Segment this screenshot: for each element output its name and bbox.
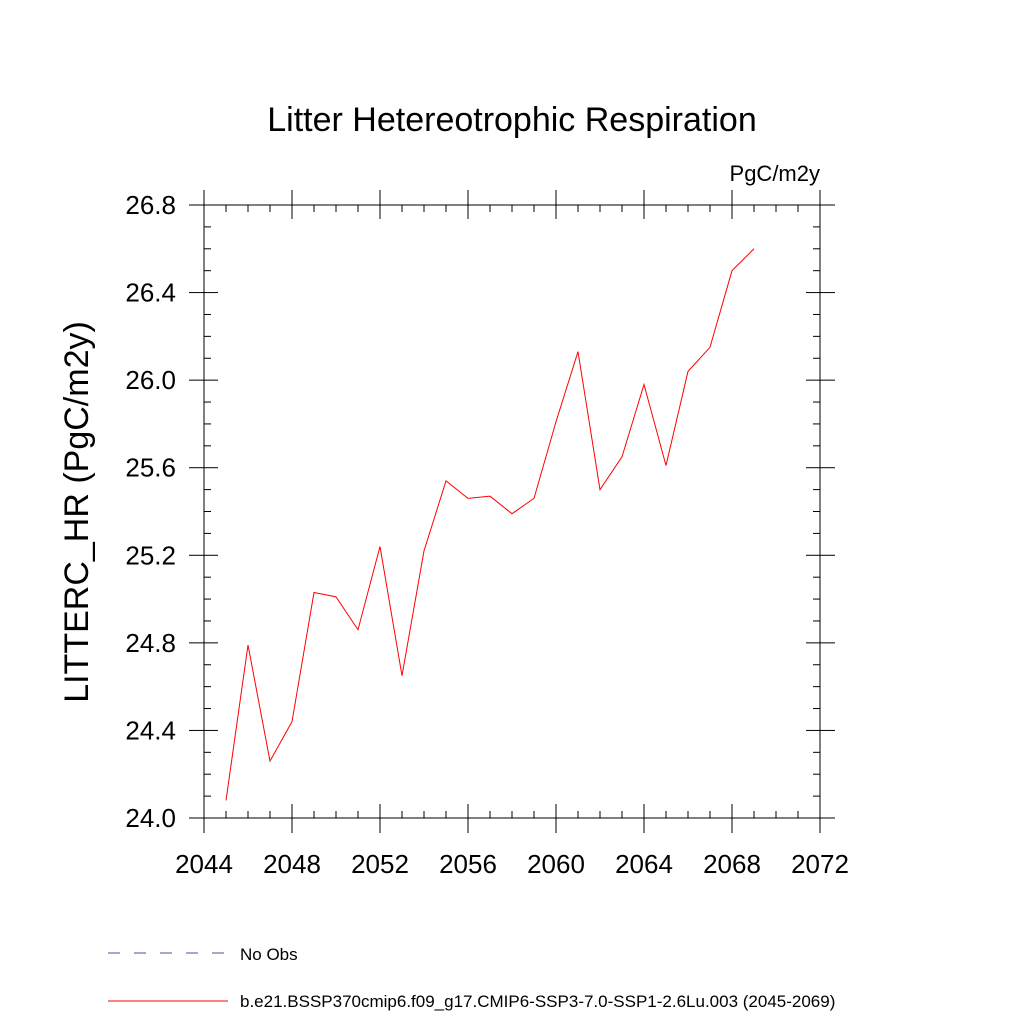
plot-frame [203, 204, 821, 819]
x-tick-label: 2048 [263, 849, 321, 879]
x-tick-label: 2052 [351, 849, 409, 879]
x-tick-label: 2072 [791, 849, 849, 879]
series-layer [225, 248, 755, 801]
units-label: PgC/m2y [730, 161, 820, 186]
x-tick-label: 2060 [527, 849, 585, 879]
series-line [225, 248, 755, 801]
chart-title: Litter Hetereotrophic Respiration [267, 101, 756, 139]
y-tick-label: 26.0 [125, 365, 176, 395]
y-tick-label: 24.4 [125, 715, 176, 745]
y-tick-label: 25.2 [125, 540, 176, 570]
y-tick-label: 24.0 [125, 803, 176, 833]
x-tick-label: 2068 [703, 849, 761, 879]
legend: No Obs b.e21.BSSP370cmip6.f09_g17.CMIP6-… [108, 945, 835, 1011]
legend-label-model: b.e21.BSSP370cmip6.f09_g17.CMIP6-SSP3-7.… [240, 992, 835, 1011]
y-tick-label: 26.8 [125, 190, 176, 220]
axis-ticks [189, 190, 835, 833]
x-tick-label: 2044 [175, 849, 233, 879]
y-tick-label: 26.4 [125, 278, 176, 308]
y-tick-label: 25.6 [125, 453, 176, 483]
axis-tick-labels: 2044 2048 2052 2056 2060 2064 2068 2072 24.0 24.4… [125, 190, 849, 879]
y-axis-label: LITTERC_HR (PgC/m2y) [58, 321, 96, 703]
y-tick-label: 24.8 [125, 628, 176, 658]
legend-label-no-obs: No Obs [240, 945, 298, 964]
x-tick-label: 2056 [439, 849, 497, 879]
x-tick-label: 2064 [615, 849, 673, 879]
